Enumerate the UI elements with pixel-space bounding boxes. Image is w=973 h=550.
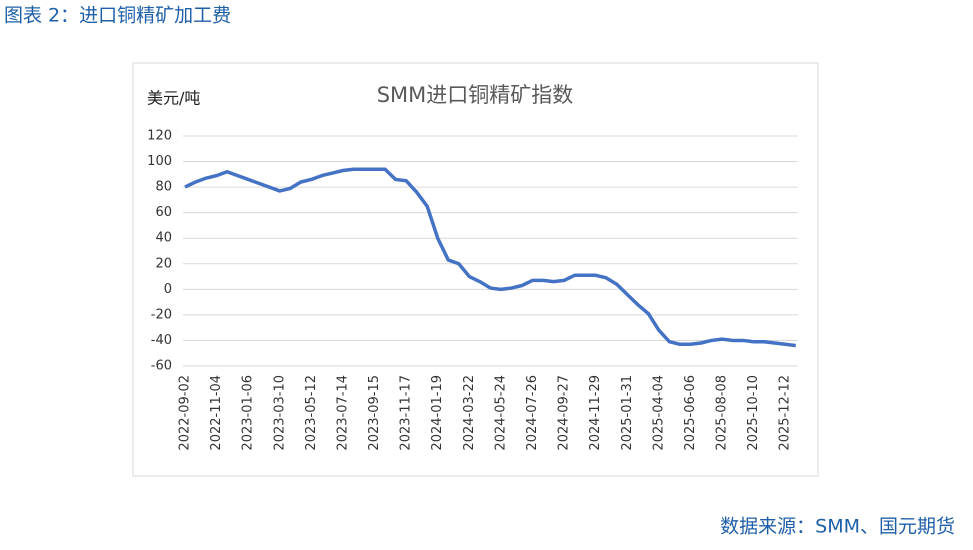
x-tick-label: 2023-07-14 (335, 375, 350, 451)
x-tick-label: 2025-08-08 (715, 375, 730, 451)
y-tick-label: -60 (151, 359, 172, 374)
y-tick-label: 40 (155, 231, 172, 246)
y-tick-label: 80 (155, 180, 172, 195)
x-tick-label: 2024-07-26 (525, 375, 540, 451)
chart-frame (132, 62, 819, 477)
x-tick-label: 2024-01-19 (430, 375, 445, 451)
chart-title: SMM进口铜精矿指数 (377, 83, 574, 107)
data-line (184, 167, 796, 348)
x-tick-label: 2022-09-02 (178, 375, 193, 451)
x-tick-label: 2024-03-22 (462, 375, 477, 451)
x-tick-label: 2024-11-29 (588, 375, 603, 451)
x-tick-label: 2025-06-06 (683, 375, 698, 451)
source-note: 数据来源：SMM、国元期货 (720, 516, 955, 538)
y-tick-label: 20 (155, 256, 172, 271)
x-tick-label: 2023-03-10 (272, 375, 287, 451)
x-tick-label: 2025-10-10 (746, 375, 761, 451)
y-axis-label: 美元/吨 (147, 89, 200, 108)
y-tick-label: 0 (164, 282, 172, 297)
x-tick-label: 2024-05-24 (493, 375, 508, 451)
x-tick-label: 2022-11-04 (209, 375, 224, 451)
x-tick-label: 2024-09-27 (557, 375, 572, 451)
y-tick-label: -20 (151, 307, 172, 322)
y-tick-label: 60 (155, 205, 172, 220)
x-tick-label: 2025-01-31 (620, 375, 635, 451)
x-tick-label: 2023-09-15 (367, 375, 382, 451)
x-tick-label: 2023-01-06 (241, 375, 256, 451)
x-tick-label: 2023-11-17 (399, 375, 414, 451)
y-tick-label: -40 (151, 333, 172, 348)
x-tick-label: 2023-05-12 (304, 375, 319, 451)
y-tick-label: 120 (147, 129, 172, 144)
y-tick-label: 100 (147, 154, 172, 169)
figure-title: 图表 2：进口铜精矿加工费 (4, 5, 231, 27)
x-tick-label: 2025-12-12 (778, 375, 793, 451)
x-tick-label: 2025-04-04 (651, 375, 666, 451)
